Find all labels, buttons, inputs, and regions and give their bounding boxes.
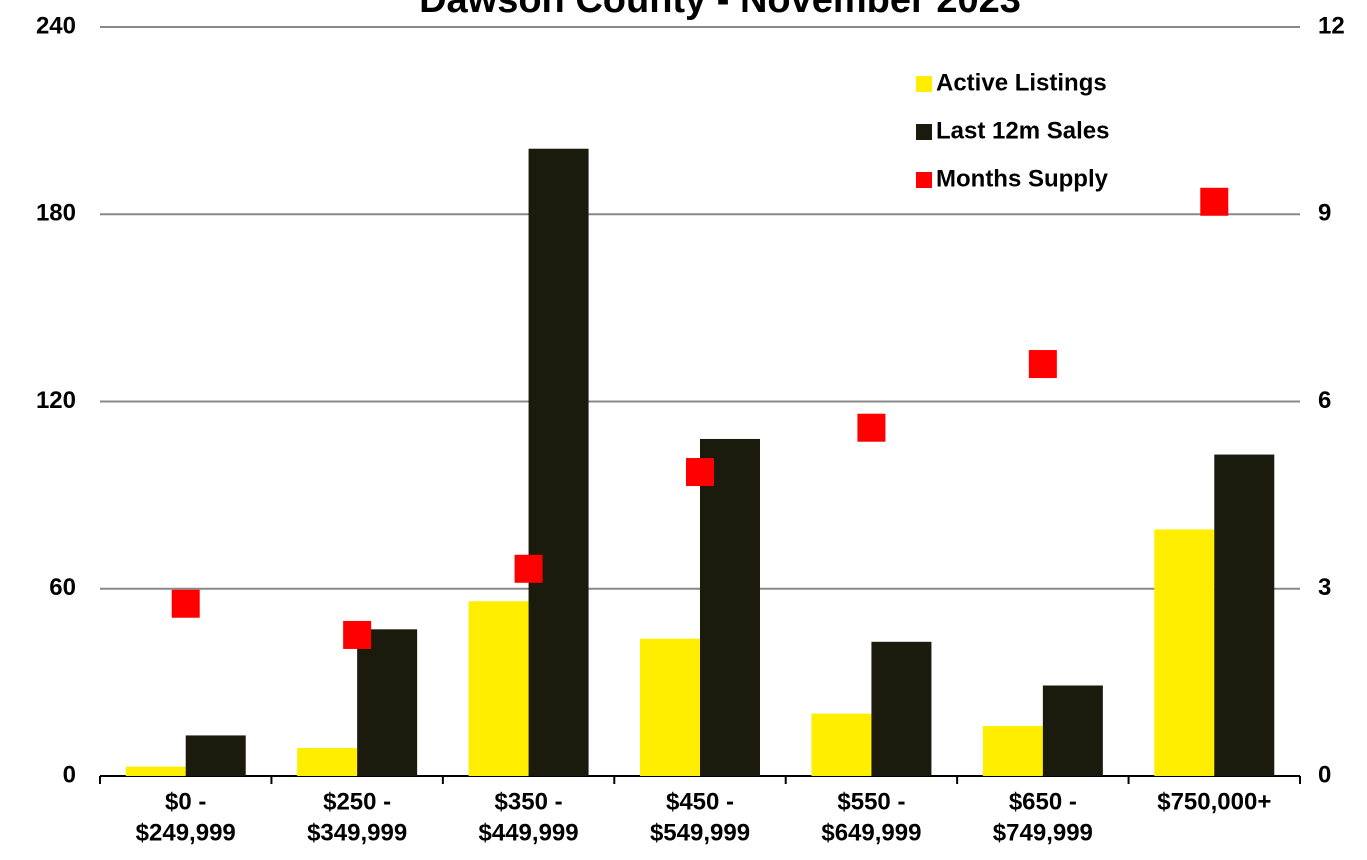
x-tick-label: $749,999 (993, 819, 1093, 846)
y2-tick-label: 3 (1318, 574, 1331, 601)
legend-swatch (916, 76, 932, 92)
bar (700, 438, 760, 776)
x-tick-label: $649,999 (821, 819, 921, 846)
bar (1214, 454, 1275, 776)
marker (1200, 187, 1229, 216)
legend-label: Active Listings (936, 69, 1107, 96)
bar (357, 629, 418, 776)
bar (1154, 529, 1215, 776)
x-tick-label: $449,999 (479, 819, 579, 846)
x-tick-label: $249,999 (136, 819, 236, 846)
x-tick-label: $0 - (165, 788, 206, 815)
y-tick-label: 120 (36, 387, 76, 414)
marker (171, 589, 200, 618)
marker (343, 620, 372, 649)
bar (468, 601, 529, 776)
marker (857, 413, 886, 442)
legend-swatch (916, 172, 932, 188)
bar (125, 766, 186, 776)
x-tick-label: $549,999 (650, 819, 750, 846)
bar (528, 148, 589, 776)
legend-swatch (916, 124, 932, 140)
x-tick-label: $250 - (323, 788, 391, 815)
x-tick-label: $650 - (1009, 788, 1077, 815)
x-tick-label: $750,000+ (1157, 788, 1271, 815)
legend-label: Last 12m Sales (936, 117, 1109, 144)
marker (514, 554, 543, 583)
bar (871, 641, 932, 776)
legend-label: Months Supply (936, 165, 1109, 192)
marker (686, 458, 714, 487)
y-tick-label: 0 (63, 761, 76, 788)
y2-tick-label: 9 (1318, 200, 1331, 227)
x-tick-label: $350 - (495, 788, 563, 815)
chart-title: Dawson County - November 2023 (419, 0, 1021, 21)
y-tick-label: 60 (49, 574, 76, 601)
x-tick-label: $550 - (837, 788, 905, 815)
bar (811, 713, 872, 776)
y2-tick-label: 0 (1318, 761, 1331, 788)
bar (1042, 685, 1103, 776)
bar (982, 726, 1043, 776)
y2-tick-label: 12 (1318, 12, 1345, 39)
bar (185, 735, 246, 776)
y-tick-label: 180 (36, 200, 76, 227)
y-tick-label: 240 (36, 12, 76, 39)
x-tick-label: $349,999 (307, 819, 407, 846)
y2-tick-label: 6 (1318, 387, 1331, 414)
bar (297, 747, 358, 776)
x-tick-label: $450 - (666, 788, 734, 815)
marker (1028, 350, 1057, 379)
bar (640, 638, 700, 776)
